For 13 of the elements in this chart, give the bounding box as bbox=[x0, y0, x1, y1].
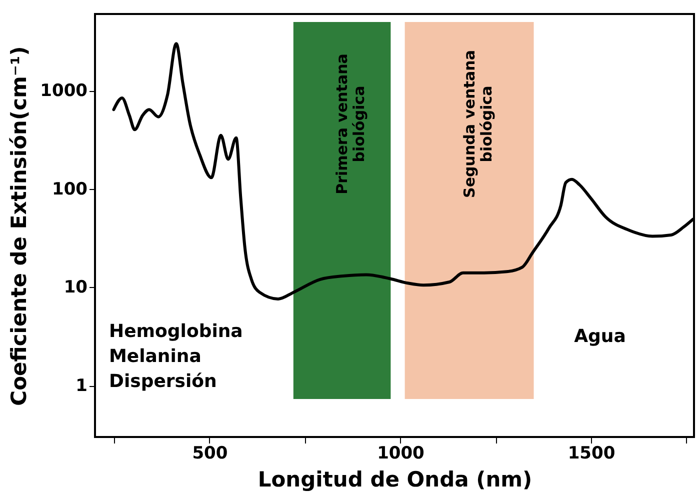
y-tick-label: 10 bbox=[64, 278, 88, 298]
y-tick-label: 100 bbox=[52, 179, 88, 200]
annotation: Hemoglobina Melanina Dispersión bbox=[109, 321, 243, 392]
band-label: Primera ventana biológica bbox=[333, 54, 368, 194]
y-axis-title: Coeficiente de Extinsión(cm⁻¹) bbox=[7, 46, 32, 406]
x-tick-label: 500 bbox=[192, 444, 228, 464]
x-tick-label: 1500 bbox=[568, 444, 616, 464]
band-label: Segunda ventana biológica bbox=[460, 50, 496, 198]
x-axis-title: Longitud de Onda (nm) bbox=[258, 468, 532, 492]
annotation: Agua bbox=[574, 326, 626, 347]
x-tick-label: 1000 bbox=[377, 444, 425, 464]
y-tick-label: 1 bbox=[76, 376, 88, 396]
y-tick-label: 1000 bbox=[40, 81, 88, 102]
